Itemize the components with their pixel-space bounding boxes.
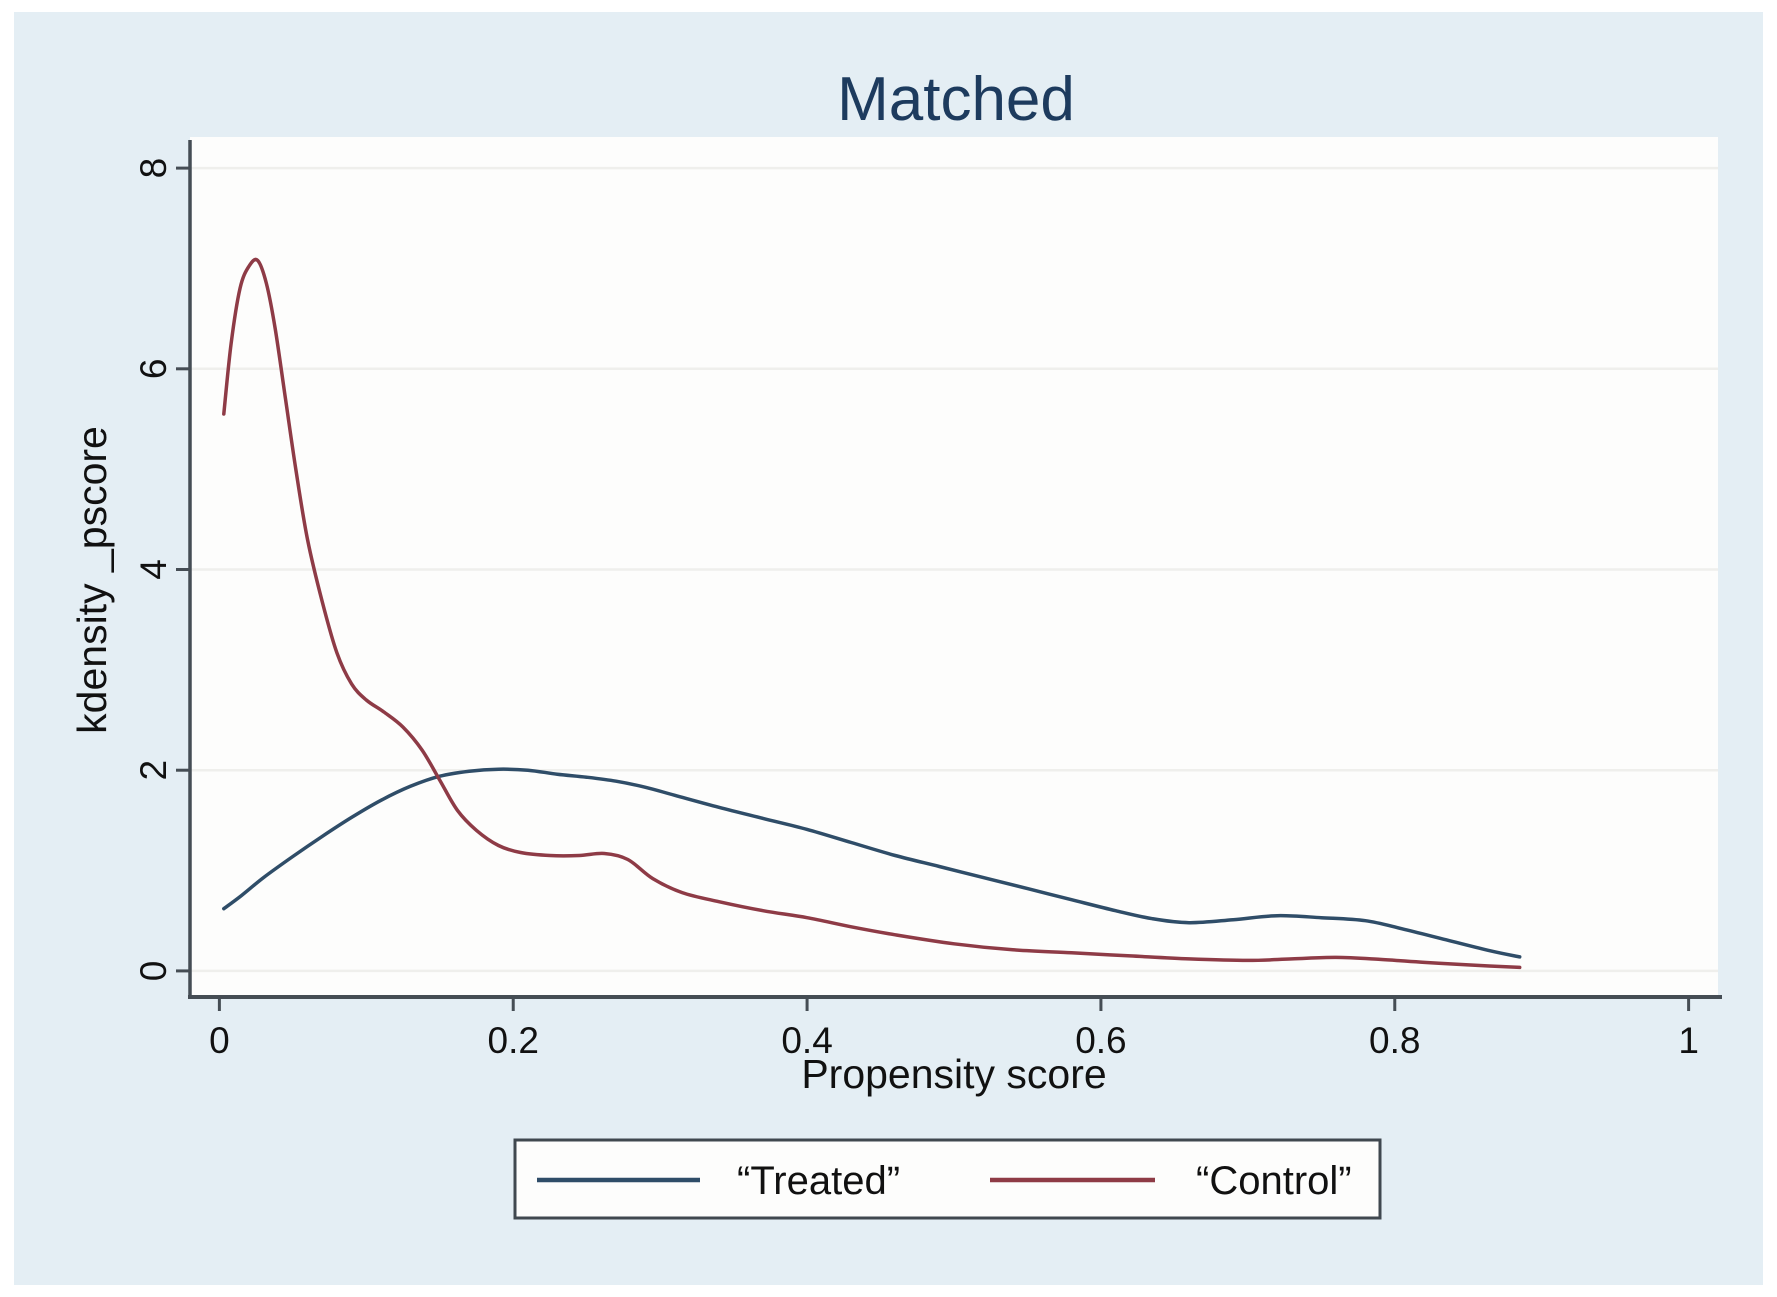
graph-canvas: 0 2 4 6 8 0 0.2 0.4 0.6 0.8 1 Matched Propensity s… (14, 12, 1763, 1285)
x-tick-label: 0.6 (1075, 1020, 1126, 1061)
y-tick-label: 4 (133, 559, 174, 580)
x-tick-label: 1 (1678, 1020, 1699, 1061)
control-legend-label: “Control” (1196, 1159, 1352, 1203)
x-axis-title: Propensity score (801, 1051, 1106, 1097)
y-tick-label: 6 (133, 359, 174, 380)
series-lines (222, 257, 1522, 970)
treated-legend-label: “Treated” (737, 1159, 900, 1203)
y-tick-label: 8 (133, 158, 174, 179)
x-tick-label: 0.2 (488, 1020, 539, 1061)
x-tick-label: 0 (209, 1020, 230, 1061)
plot-area (190, 137, 1718, 997)
legend-box (513, 1138, 1382, 1220)
gridlines (190, 166, 1718, 973)
kdensity-chart: 0 2 4 6 8 0 0.2 0.4 0.6 0.8 1 Matched Propensity s… (69, 65, 1722, 1220)
treated-curve (222, 767, 1522, 959)
axes: 0 2 4 6 8 0 0.2 0.4 0.6 0.8 1 (133, 140, 1722, 1061)
y-tick-label: 2 (133, 760, 174, 781)
y-axis-title: kdensity _pscore (69, 426, 115, 734)
x-tick-label: 0.8 (1369, 1020, 1420, 1061)
control-curve (222, 257, 1522, 970)
legend: “Treated” “Control” (513, 1138, 1382, 1220)
y-tick-label: 0 (133, 961, 174, 982)
chart-title: Matched (837, 65, 1075, 134)
x-tick-label: 0.4 (781, 1020, 832, 1061)
